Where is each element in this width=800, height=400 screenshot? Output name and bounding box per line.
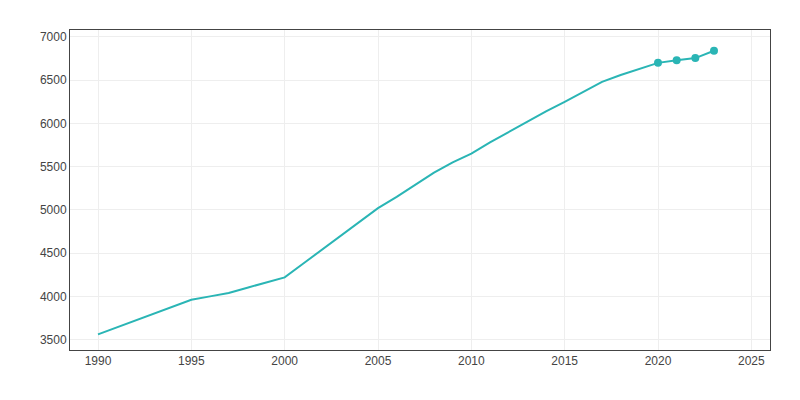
svg-text:4000: 4000 bbox=[40, 290, 67, 304]
svg-text:7000: 7000 bbox=[40, 30, 67, 44]
svg-text:1995: 1995 bbox=[178, 354, 205, 368]
svg-text:2005: 2005 bbox=[365, 354, 392, 368]
svg-text:2015: 2015 bbox=[551, 354, 578, 368]
svg-text:2000: 2000 bbox=[271, 354, 298, 368]
svg-text:2010: 2010 bbox=[458, 354, 485, 368]
svg-text:5000: 5000 bbox=[40, 203, 67, 217]
svg-text:1990: 1990 bbox=[85, 354, 112, 368]
svg-text:6500: 6500 bbox=[40, 73, 67, 87]
svg-text:2020: 2020 bbox=[645, 354, 672, 368]
svg-text:3500: 3500 bbox=[40, 333, 67, 347]
svg-text:4500: 4500 bbox=[40, 246, 67, 260]
svg-text:6000: 6000 bbox=[40, 117, 67, 131]
svg-text:5500: 5500 bbox=[40, 160, 67, 174]
svg-text:2025: 2025 bbox=[738, 354, 765, 368]
